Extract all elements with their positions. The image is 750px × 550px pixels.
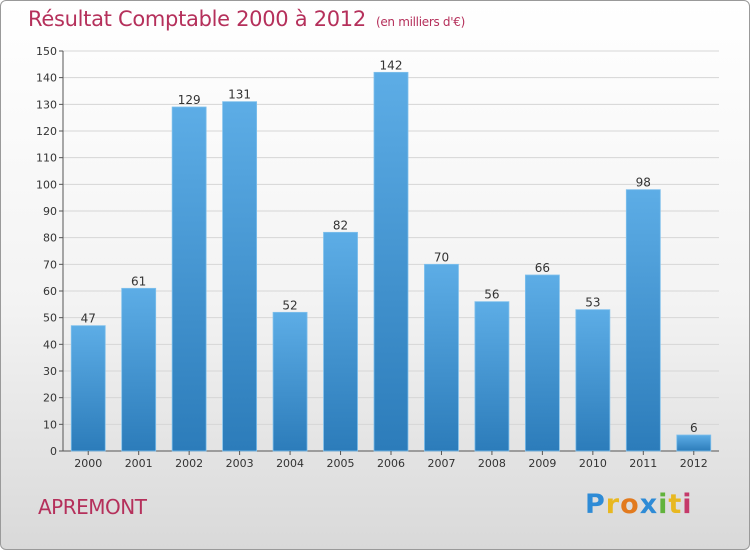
y-tick-label: 100 xyxy=(36,178,57,191)
x-tick-label-2010: 2010 xyxy=(579,457,607,470)
x-tick-label-2001: 2001 xyxy=(125,457,153,470)
bar-2003 xyxy=(222,101,258,452)
chart-title: Résultat Comptable 2000 à 2012 (en millie… xyxy=(28,7,465,31)
value-label-2007: 70 xyxy=(434,250,449,264)
y-tick-label: 60 xyxy=(43,285,57,298)
bar-2012 xyxy=(676,434,712,452)
value-label-2010: 53 xyxy=(585,296,600,310)
bar-2011 xyxy=(625,189,661,452)
bar-2005 xyxy=(323,231,358,452)
value-label-2002: 129 xyxy=(178,93,201,107)
value-label-2006: 142 xyxy=(380,58,403,72)
y-tick-label: 50 xyxy=(43,312,57,325)
y-tick-label: 110 xyxy=(36,152,57,165)
bar-2001 xyxy=(121,287,157,452)
bar-2002 xyxy=(171,106,207,452)
value-label-2009: 66 xyxy=(535,261,550,275)
y-tick-label: 20 xyxy=(43,392,57,405)
bar-2009 xyxy=(524,274,560,452)
x-tick-label-2008: 2008 xyxy=(478,457,506,470)
x-tick-label-2003: 2003 xyxy=(226,457,254,470)
x-tick-label-2007: 2007 xyxy=(427,457,455,470)
x-tick-label-2005: 2005 xyxy=(327,457,355,470)
x-tick-label-2000: 2000 xyxy=(74,457,102,470)
bar-2008 xyxy=(474,301,510,452)
y-tick-label: 120 xyxy=(36,125,57,138)
value-label-2003: 131 xyxy=(228,88,251,102)
y-tick-label: 70 xyxy=(43,258,57,271)
proxiti-logo: Proxiti xyxy=(585,489,693,520)
y-tick-label: 80 xyxy=(43,232,57,245)
y-tick-label: 30 xyxy=(43,365,57,378)
x-tick-label-2009: 2009 xyxy=(528,457,556,470)
y-tick-label: 90 xyxy=(43,205,57,218)
chart-title-text: Résultat Comptable 2000 à 2012 xyxy=(28,7,366,31)
value-label-2011: 98 xyxy=(636,176,651,190)
y-tick-label: 0 xyxy=(50,445,57,458)
chart-subtitle: (en milliers d'€) xyxy=(375,15,465,29)
bar-2000 xyxy=(70,325,106,452)
value-label-2005: 82 xyxy=(333,218,348,232)
y-tick-label: 150 xyxy=(36,45,57,58)
value-label-2004: 52 xyxy=(282,298,297,312)
x-tick-label-2004: 2004 xyxy=(276,457,304,470)
bar-2010 xyxy=(575,309,611,452)
y-tick-label: 140 xyxy=(36,72,57,85)
x-tick-label-2006: 2006 xyxy=(377,457,405,470)
x-tick-label-2002: 2002 xyxy=(175,457,203,470)
value-label-2012: 6 xyxy=(690,421,698,435)
value-label-2000: 47 xyxy=(81,312,96,326)
y-tick-label: 130 xyxy=(36,98,57,111)
y-tick-label: 40 xyxy=(43,338,57,351)
value-label-2008: 56 xyxy=(484,288,499,302)
bar-2004 xyxy=(272,311,308,452)
bar-2006 xyxy=(373,71,409,452)
bar-2007 xyxy=(424,263,459,452)
x-tick-label-2012: 2012 xyxy=(680,457,708,470)
commune-name: APREMONT xyxy=(38,495,147,519)
y-tick-label: 10 xyxy=(43,418,57,431)
value-label-2001: 61 xyxy=(131,274,146,288)
x-tick-label-2011: 2011 xyxy=(629,457,657,470)
